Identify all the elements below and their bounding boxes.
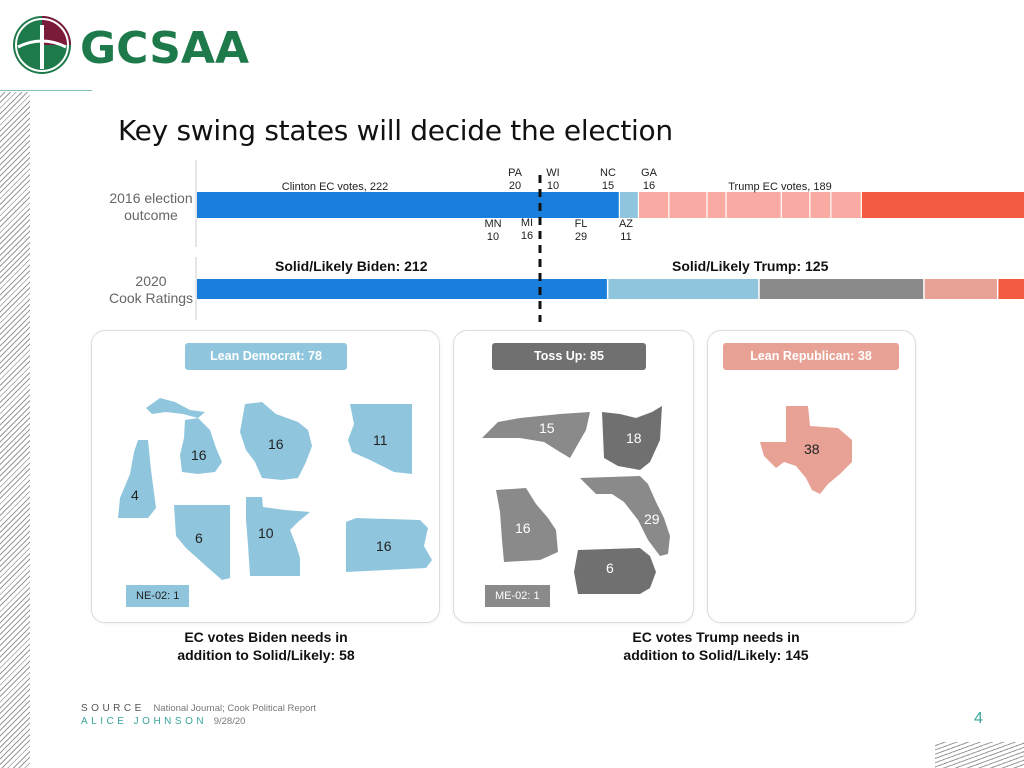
solid-biden-label: Solid/Likely Biden: 212 <box>275 258 428 274</box>
decorative-hatch-left <box>0 92 30 768</box>
row-label-2020-line2: Cook Ratings <box>108 290 194 306</box>
page-title: Key swing states will decide the electio… <box>118 114 673 147</box>
new-hampshire-shape <box>118 440 156 518</box>
logo-text: GCSAA <box>80 23 249 74</box>
michigan-shape <box>146 398 222 474</box>
footer-author: ALICE JOHNSON 9/28/20 <box>81 716 245 727</box>
pa-label: PA 20 <box>508 167 522 192</box>
az-label: AZ 11 <box>618 218 634 243</box>
nv-votes: 6 <box>195 530 203 546</box>
row1-bar-mn <box>619 192 638 218</box>
wi-votes: 16 <box>268 436 284 452</box>
row1-bar-trump-ec-votes-189 <box>861 192 1024 218</box>
row-label-2016: 2016 election outcome <box>104 190 198 224</box>
state-maps <box>118 398 852 594</box>
oh-votes: 18 <box>626 430 642 446</box>
gcsaa-logo: GCSAA <box>13 16 249 74</box>
clinton-label: Clinton EC votes, 222 <box>281 181 389 193</box>
footer-source: SOURCE National Journal; Cook Political … <box>81 703 316 714</box>
ga-label: GA 16 <box>641 167 657 192</box>
row-label-2016-line1: 2016 election <box>109 190 193 206</box>
row-label-2016-line2: outcome <box>124 207 178 223</box>
row1-bar-ga <box>831 192 861 218</box>
ohio-shape <box>602 406 662 470</box>
pennsylvania-shape <box>346 518 432 572</box>
nh-votes: 4 <box>131 487 139 503</box>
footer-date: 9/28/20 <box>213 716 246 727</box>
fl-label: FL 29 <box>574 218 588 243</box>
decorative-hatch-bottom-right <box>935 742 1024 768</box>
az-votes: 11 <box>373 432 388 448</box>
ne02-tag: NE-02: 1 <box>126 585 190 607</box>
tossup-pill: Toss Up: 85 <box>492 343 646 370</box>
row-2016-segments <box>197 192 1024 218</box>
biden-needs-line2: addition to Solid/Likely: 58 <box>177 647 355 663</box>
row1-bar-az <box>810 192 831 218</box>
wisconsin-shape <box>240 402 312 480</box>
trump-label: Trump EC votes, 189 <box>728 181 832 193</box>
lean-republican-pill: Lean Republican: 38 <box>723 343 899 370</box>
row1-bar-nc <box>781 192 810 218</box>
ga-votes: 16 <box>515 520 531 536</box>
row1-bar-clinton-ec-votes-222 <box>197 192 619 218</box>
minnesota-shape <box>246 497 310 576</box>
nevada-shape <box>174 505 230 580</box>
florida-shape <box>580 476 670 556</box>
me02-tag: ME-02: 1 <box>485 585 550 607</box>
row-label-2020-line1: 2020 <box>135 273 167 289</box>
lean-democrat-pill: Lean Democrat: 78 <box>185 343 347 370</box>
texas-shape <box>760 406 852 494</box>
solid-trump-label: Solid/Likely Trump: 125 <box>672 258 829 274</box>
logo-divider <box>0 90 92 91</box>
mi-label: MI 16 <box>520 217 534 242</box>
ec-votes-chart <box>195 160 1024 322</box>
mn-votes: 10 <box>258 525 274 541</box>
georgia-shape <box>496 488 558 562</box>
row2-bar-lean-democrat <box>608 279 759 299</box>
row2-bar-toss-up <box>759 279 924 299</box>
row1-bar-fl <box>726 192 781 218</box>
source-label: SOURCE <box>81 703 145 714</box>
biden-needs-line1: EC votes Biden needs in <box>184 629 348 645</box>
trump-needs: EC votes Trump needs in addition to Soli… <box>590 628 842 664</box>
row-2020-segments <box>197 279 1024 299</box>
north-carolina-shape <box>482 412 590 458</box>
row2-bar-solid-likely-trump-125 <box>998 279 1024 299</box>
row2-bar-lean-republican <box>924 279 997 299</box>
row1-bar-mi <box>639 192 669 218</box>
biden-needs: EC votes Biden needs in addition to Soli… <box>140 628 392 664</box>
pa-votes: 16 <box>376 538 392 554</box>
ia-votes: 6 <box>606 560 614 576</box>
row1-bar-wi <box>707 192 726 218</box>
author-name: ALICE JOHNSON <box>81 716 208 727</box>
nc-label: NC 15 <box>600 167 616 192</box>
fl-votes: 29 <box>644 511 660 527</box>
arizona-shape <box>348 404 412 474</box>
nc-votes: 15 <box>539 420 555 436</box>
trump-needs-line2: addition to Solid/Likely: 145 <box>623 647 809 663</box>
page-number: 4 <box>974 710 983 727</box>
iowa-shape <box>574 548 656 594</box>
row1-bar-pa <box>669 192 707 218</box>
mn-label: MN 10 <box>484 218 502 243</box>
row2-bar-solid-likely-biden-212 <box>197 279 607 299</box>
row-label-2020: 2020 Cook Ratings <box>104 273 198 307</box>
mi-votes: 16 <box>191 447 207 463</box>
wi-label: WI 10 <box>546 167 560 192</box>
source-text: National Journal; Cook Political Report <box>153 703 317 714</box>
tx-votes: 38 <box>804 441 820 457</box>
trump-needs-line1: EC votes Trump needs in <box>632 629 800 645</box>
